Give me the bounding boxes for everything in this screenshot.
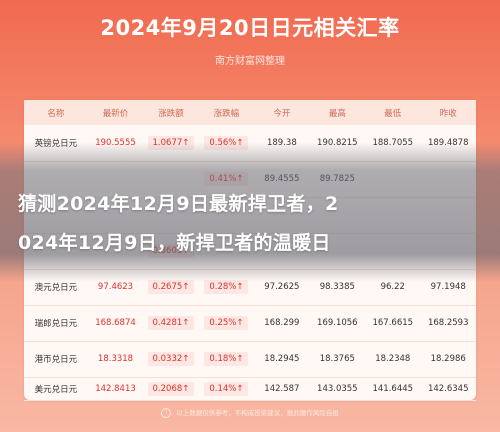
footer-disclaimer: ! 以上数据仅供参考，不构成投资建议，据此操作风险自担	[0, 407, 500, 418]
cell-open: 168.299	[264, 318, 300, 328]
cell-low: 141.6445	[372, 383, 414, 394]
cell-latest: 142.8413	[95, 383, 136, 394]
change-badge: 0.18%↑	[204, 352, 249, 366]
cell-low: 96.22	[380, 282, 405, 292]
column-header-name: 名称	[47, 108, 65, 119]
cell-name: 澳元兑日元	[34, 283, 78, 293]
cell-high: 18.3765	[319, 354, 355, 364]
cell-change: 0.0332↑	[143, 341, 198, 377]
page-subtitle: 南方财富网整理	[215, 56, 285, 67]
change-badge: 0.0332↑	[147, 352, 195, 366]
cell-prev-close: 168.2593	[427, 318, 469, 328]
column-header-low: 最低	[384, 108, 402, 119]
page-title: 2024年9月20日日元相关汇率	[100, 16, 400, 40]
cell-open: 142.587	[264, 383, 300, 394]
change-badge: 0.25%↑	[204, 316, 249, 330]
cell-latest: 97.4623	[97, 282, 134, 292]
table-row: 美元兑日元 142.8413 0.2068↑ 0.14%↑ 142.587 143.035…	[24, 377, 476, 401]
cell-prev-close: 18.2986	[430, 354, 466, 364]
change-badge: 0.2675↑	[147, 280, 195, 294]
warning-icon: !	[161, 408, 172, 418]
cell-prev-close: 97.1948	[430, 282, 466, 292]
table-row: 澳元兑日元 97.4623 0.2675↑ 0.28%↑ 97.2625 98.3385 9…	[24, 269, 476, 306]
footer-disclaimer-text: 以上数据仅供参考，不构成投资建议，据此操作风险自担	[176, 409, 339, 417]
cell-name: 美元兑日元	[34, 384, 78, 395]
cell-prev-close: 142.6345	[427, 383, 469, 394]
cell-latest: 18.3318	[97, 354, 134, 364]
column-header-latest: 最新价	[102, 108, 129, 119]
table-row: 瑞郎兑日元 168.6874 0.4281↑ 0.25%↑ 168.299 169.105…	[24, 305, 476, 342]
cell-high: 143.0355	[317, 383, 358, 394]
cell-change-pct: 0.25%↑	[199, 305, 254, 341]
change-badge: 0.28%↑	[204, 280, 249, 294]
cell-change-pct: 0.14%↑	[199, 377, 254, 400]
change-badge: 0.14%↑	[204, 381, 249, 396]
change-badge: 0.2068↑	[147, 381, 195, 396]
cell-change-pct: 0.28%↑	[199, 269, 254, 305]
cell-latest: 168.6874	[95, 318, 136, 328]
cell-change: 0.2068↑	[143, 377, 198, 400]
cell-change-pct: 0.18%↑	[199, 341, 254, 377]
cell-change: 0.2675↑	[143, 269, 198, 305]
column-header-high: 最高	[328, 108, 346, 119]
cell-name: 港币兑日元	[34, 355, 78, 365]
cell-low: 18.2348	[375, 354, 411, 364]
change-badge: 0.4281↑	[147, 316, 195, 330]
cell-high: 98.3385	[319, 282, 355, 292]
cell-open: 97.2625	[264, 282, 300, 292]
column-header-prev-close: 昨收	[439, 108, 457, 119]
table-row: 港币兑日元 18.3318 0.0332↑ 0.18%↑ 18.2945 18.3765 1…	[24, 341, 476, 378]
cell-change: 0.4281↑	[143, 305, 198, 341]
cell-low: 167.6615	[372, 318, 414, 328]
headline-overlay-band	[0, 142, 500, 282]
headline-line-2: 024年12月9日，新捍卫者的温暖日	[18, 232, 331, 254]
column-header-change-pct: 涨跌幅	[213, 108, 240, 119]
cell-name: 瑞郎兑日元	[34, 319, 78, 329]
headline-line-1: 猜测2024年12月9日最新捍卫者，2	[18, 193, 339, 215]
table-header: 名称 最新价 涨跌额 涨跌幅 今开 最高 最低 昨收	[24, 100, 476, 125]
column-header-change: 涨跌额	[158, 108, 184, 119]
column-header-open: 今开	[273, 108, 291, 119]
cell-open: 18.2945	[264, 354, 300, 364]
cell-high: 169.1056	[317, 318, 358, 328]
